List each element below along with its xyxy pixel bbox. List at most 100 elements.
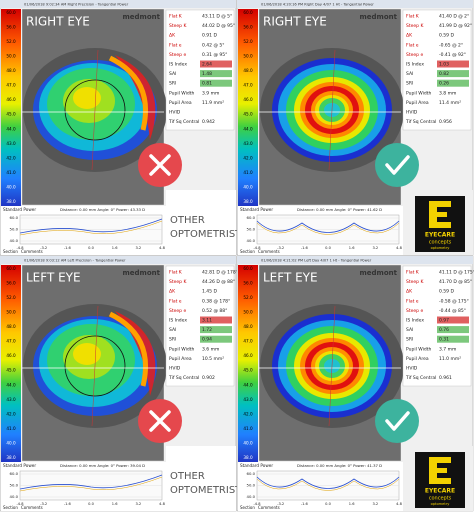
graph-y-label: 60.0 [10, 471, 19, 476]
table-label: SRI [169, 337, 176, 343]
color-scale [1, 9, 21, 235]
graph-x-label: -4.8 [253, 246, 261, 250]
graph-title: Standard Power [240, 207, 273, 212]
brand-sub: concepts [429, 496, 452, 502]
brand-mark [429, 457, 451, 484]
table-label: SRI [169, 81, 176, 87]
scale-label: 38.0 [6, 199, 16, 204]
scale-label: 56.0 [243, 281, 253, 286]
graph-y-label: 40.0 [10, 494, 19, 499]
brand-sub: concepts [429, 240, 452, 246]
table-label: Steep K [406, 23, 424, 29]
index-highlight [200, 79, 232, 87]
graph-x-label: 3.2 [135, 502, 141, 506]
graph-x-label: 1.6 [349, 246, 355, 250]
brand-name: EYECARE [425, 232, 455, 239]
check-icon [385, 155, 410, 175]
scale-label: 50.0 [6, 310, 16, 315]
scale-label: 60.0 [243, 266, 253, 271]
scale-label: 44.0 [243, 382, 253, 387]
scale-label: 52.0 [6, 295, 16, 300]
scale-label: 45.0 [6, 112, 16, 117]
table-value: 3.8 mm [439, 90, 456, 96]
table-label: Pupil Width [169, 346, 194, 352]
scale-label: 60.0 [6, 266, 16, 271]
graph-x-label: -3.2 [40, 502, 47, 506]
table-label: Flat K [406, 270, 420, 276]
scale-label: 42.0 [243, 155, 253, 160]
scale-label: 48.0 [243, 68, 253, 73]
table-value: 0.91 D [202, 33, 217, 39]
table-label: SAI [169, 327, 176, 333]
scale-label: 44.0 [6, 382, 16, 387]
table-label: ΔK [169, 33, 176, 39]
graph-x-label: -1.6 [64, 502, 72, 506]
table-value: 0.961 [439, 375, 452, 381]
graph-x-label: -4.8 [16, 502, 24, 506]
index-highlight [200, 60, 232, 68]
table-label: Steep e [169, 308, 186, 314]
table-label: Flat e [169, 298, 182, 304]
index-highlight [200, 326, 232, 334]
graph-title: Standard Power [3, 463, 36, 468]
table-value: 42.81 D @ 178° [202, 270, 238, 276]
eye-label: RIGHT EYE [26, 15, 90, 29]
steep-crescent [115, 311, 156, 396]
tab[interactable]: Section [3, 505, 18, 510]
eye-label: RIGHT EYE [263, 15, 327, 29]
power-profile [19, 218, 163, 234]
window-title: 01/06/2018 4:21:02 PM Left Day 4/07 1 Ht… [261, 259, 372, 263]
topography-zone [73, 343, 101, 365]
scale-label: 41.0 [6, 426, 16, 431]
table-value: 41.70 D @ 85° [439, 279, 472, 285]
power-profile-alt [19, 220, 163, 236]
window-title: 01/06/2018 9:03:12 AM Left Precision - T… [24, 259, 126, 263]
table-value: 44.26 D @ 88° [202, 279, 235, 285]
vertical-meridian [91, 49, 99, 171]
check-icon [385, 411, 410, 431]
scale-label: 56.0 [6, 25, 16, 30]
graph-y-label: 50.0 [10, 227, 19, 232]
tab[interactable]: Section [240, 505, 255, 510]
table-value: -0.44 @ 85° [439, 308, 466, 314]
pupil-outline [64, 335, 126, 397]
tab[interactable]: Comments [258, 249, 280, 254]
cross-icon [149, 410, 171, 432]
scale-label: 47.0 [6, 339, 16, 344]
graph-x-label: -3.2 [277, 502, 284, 506]
table-value: 3.6 mm [202, 346, 219, 352]
tab[interactable]: Section [3, 249, 18, 254]
graph-x-label: 3.2 [135, 246, 141, 250]
data-table [402, 265, 472, 387]
color-scale [238, 265, 258, 491]
table-value: 0.82 [439, 71, 449, 77]
scale-label: 46.0 [243, 353, 253, 358]
table-label: ΔK [406, 33, 413, 39]
scale-label: 48.0 [243, 324, 253, 329]
table-value: 0.59 D [439, 289, 454, 295]
steep-crescent-edge [108, 55, 149, 131]
scale-label: 41.0 [243, 170, 253, 175]
table-value: 41.99 D @ 92° [439, 23, 472, 29]
graph-y-label: 40.0 [10, 238, 19, 243]
table-value: 0.94 [202, 337, 212, 343]
tab[interactable]: Comments [21, 249, 43, 254]
scale-label: 47.0 [243, 83, 253, 88]
scale-label: 50.0 [6, 54, 16, 59]
tab[interactable]: Comments [21, 505, 43, 510]
tab[interactable]: Section [240, 249, 255, 254]
tab[interactable]: Comments [258, 505, 280, 510]
table-label: Flat e [169, 42, 182, 48]
title-bar [0, 0, 236, 8]
table-label: Pupil Area [169, 356, 192, 362]
table-label: IS Index [169, 62, 187, 68]
scale-label: 40.0 [243, 184, 253, 189]
graph-info: Distance: 0.00 mm Angle: 0° Power: 39.04… [60, 463, 145, 468]
table-value: 0.38 @ 178° [202, 298, 230, 304]
table-label: Steep K [169, 279, 187, 285]
table-value: 0.31 [439, 337, 449, 343]
caption: OPTOMETRIST [170, 229, 242, 240]
table-value: 11.4 mm² [439, 100, 461, 106]
graph-x-label: 4.8 [159, 246, 165, 250]
table-label: SAI [169, 71, 176, 77]
